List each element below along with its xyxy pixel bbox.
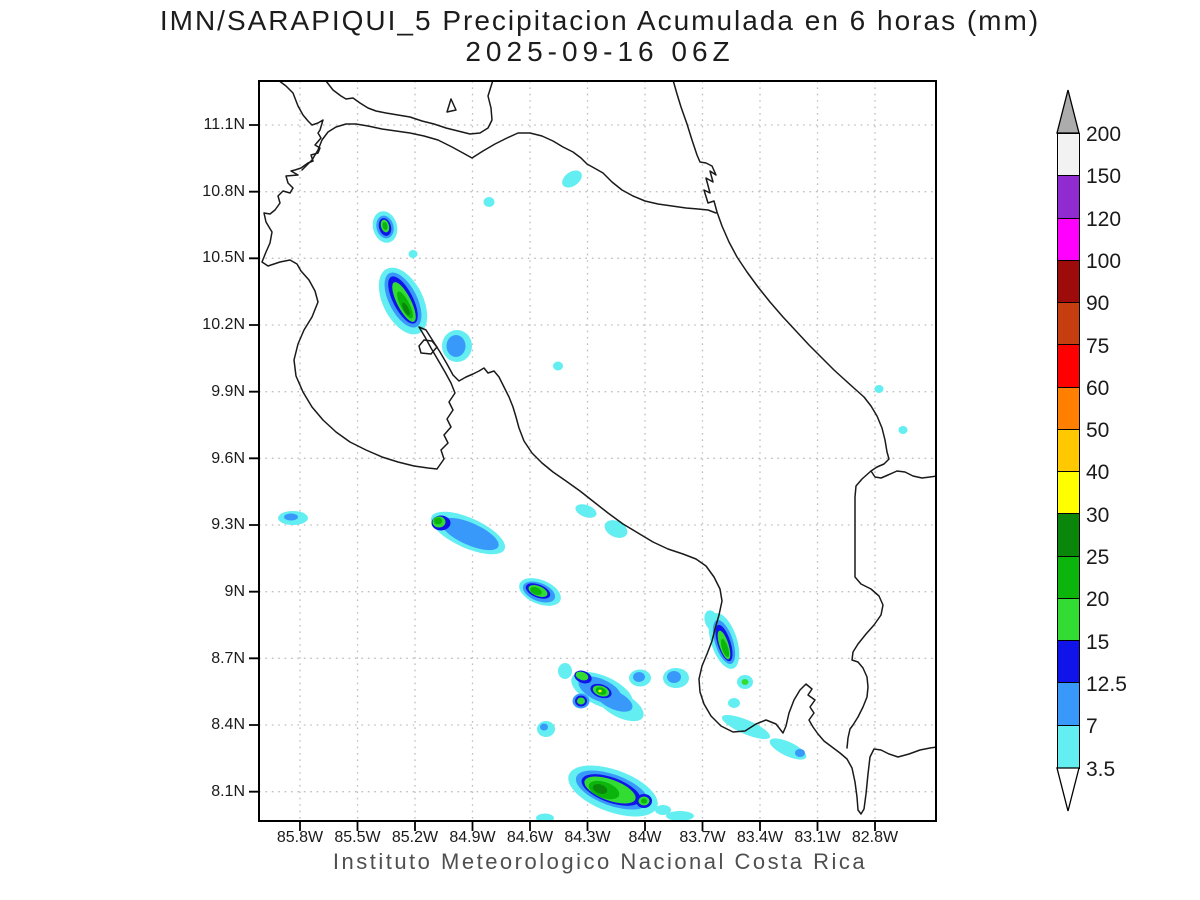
coastline-layer xyxy=(261,81,936,815)
colorbar-segment xyxy=(1058,134,1079,177)
colorbar-label: 50 xyxy=(1086,419,1110,443)
colorbar-segment xyxy=(1058,260,1079,303)
lon-tick-label: 83.4W xyxy=(736,829,784,846)
lat-tick-label: 10.2N xyxy=(202,316,245,334)
colorbar-label: 120 xyxy=(1086,207,1122,231)
colorbar-segment xyxy=(1058,345,1079,388)
lake-arenal-outline xyxy=(418,339,438,355)
colorbar-segment xyxy=(1058,472,1079,515)
lat-tick-label: 8.4N xyxy=(211,716,245,734)
colorbar-label: 20 xyxy=(1086,588,1110,612)
colorbar-segment xyxy=(1058,556,1079,599)
colorbar-label: 100 xyxy=(1086,249,1122,273)
lon-tick-label: 83.7W xyxy=(679,829,726,846)
colorbar-segment xyxy=(1058,218,1079,261)
pacific-coastline xyxy=(261,81,936,815)
contour-level-7mm xyxy=(284,215,805,810)
lat-tick-label: 11.1N xyxy=(203,116,245,133)
colorbar-label: 15 xyxy=(1086,630,1110,654)
lon-tick-label: 85.8W xyxy=(276,829,324,846)
colorbar-label: 30 xyxy=(1086,503,1110,527)
page-title: IMN/SARAPIQUI_5 Precipitacion Acumulada … xyxy=(159,5,1041,36)
colorbar-segment xyxy=(1058,176,1079,219)
colorbar-segment xyxy=(1058,598,1079,641)
colorbar-segment xyxy=(1058,725,1079,768)
colorbar-label: 7 xyxy=(1086,715,1098,739)
lat-tick-label: 9.3N xyxy=(211,516,245,534)
lon-tick-label: 85.5W xyxy=(334,829,381,846)
lon-tick-label: 83.1W xyxy=(794,829,841,846)
lon-tick-label: 84.3W xyxy=(564,829,611,846)
colorbar-segment xyxy=(1058,303,1079,346)
contour-level-20mm xyxy=(382,222,730,804)
caribbean-coastline xyxy=(672,81,936,479)
lat-tick-label: 9.6N xyxy=(211,449,245,467)
colorbar-label: 75 xyxy=(1086,334,1110,358)
contour-level-30mm xyxy=(598,689,602,693)
colorbar-segment xyxy=(1058,514,1079,557)
map-frame xyxy=(258,80,937,822)
colorbar-segment xyxy=(1058,387,1079,430)
lon-tick-label: 84W xyxy=(628,829,662,846)
lon-tick-label: 82.8W xyxy=(851,829,899,846)
lat-tick-label: 9N xyxy=(224,582,245,600)
island-outline xyxy=(446,98,457,113)
valid-time: 2025-09-16 06Z xyxy=(465,36,735,67)
lake-nicaragua-shore xyxy=(325,81,494,135)
lat-tick-label: 8.1N xyxy=(211,783,245,800)
nicaragua-border xyxy=(301,123,717,214)
contour-level-12p5mm xyxy=(378,218,733,808)
colorbar-segment xyxy=(1058,641,1079,684)
graticule-gridlines xyxy=(259,81,936,821)
colorbar-label: 60 xyxy=(1086,376,1110,400)
lat-tick-label: 9.9N xyxy=(211,382,245,400)
colorbar-label: 12.5 xyxy=(1086,672,1127,696)
down-arrow-icon xyxy=(1056,767,1080,812)
contour-level-25mm xyxy=(402,302,608,794)
lon-tick-label: 84.9W xyxy=(449,829,496,846)
colorbar-label: 200 xyxy=(1086,123,1122,146)
colorbar-label: 25 xyxy=(1086,546,1110,569)
lat-tick-label: 10.8N xyxy=(202,182,245,200)
lon-tick-label: 85.2W xyxy=(391,829,439,846)
colorbar-label: 150 xyxy=(1086,165,1122,189)
axis-tick-marks xyxy=(249,124,876,831)
colorbar-segment xyxy=(1058,683,1079,726)
colorbar xyxy=(1057,133,1080,769)
panama-border xyxy=(846,470,884,749)
footer-credit: Instituto Meteorologico Nacional Costa R… xyxy=(332,849,868,874)
colorbar-segment xyxy=(1058,429,1079,472)
lon-tick-label: 84.6W xyxy=(506,829,554,846)
lat-tick-label: 10.5N xyxy=(202,249,245,267)
colorbar-arrow-bottom xyxy=(1056,767,1080,812)
colorbar-label: 40 xyxy=(1086,461,1110,485)
colorbar-label: 90 xyxy=(1086,292,1110,316)
precip-shading xyxy=(278,170,908,821)
lat-tick-label: 8.7N xyxy=(211,649,245,667)
colorbar-label: 3.5 xyxy=(1086,757,1116,781)
